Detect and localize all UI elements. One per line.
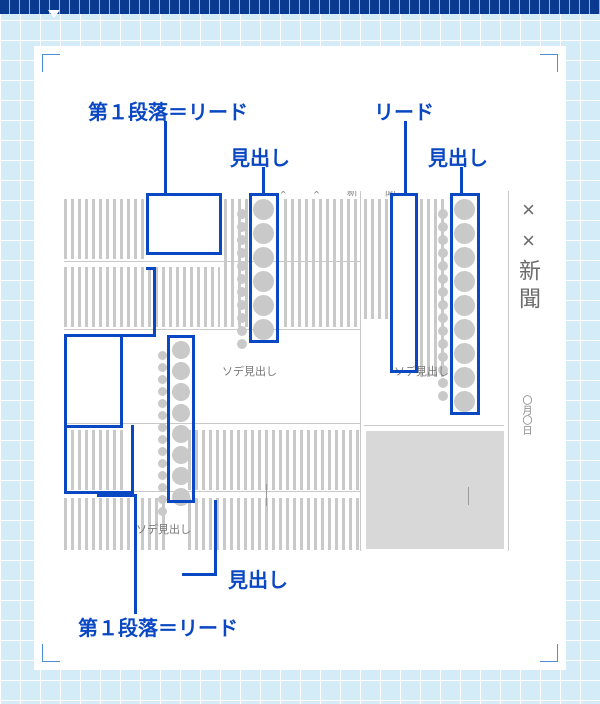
label-connector-line [460,167,463,195]
text-lines [64,267,220,327]
text-lines [364,199,390,319]
callout-polyline-segment [64,334,67,494]
text-lines [284,199,360,327]
crop-mark-tr [540,54,558,72]
sode-connector-line [266,484,267,506]
callout-box [146,193,222,255]
text-lines [188,430,360,490]
callout-box [450,193,480,415]
divider-line [64,261,360,262]
headline-glyph-column [237,209,247,349]
divider-line [364,425,504,426]
newspaper-topline: × × 新 聞 [280,191,404,199]
paper-canvas: 第１段落＝リード リード 見出し 見出し 見出し 第１段落＝リード × × 新 … [34,46,566,670]
ruler-triangle-icon [48,10,60,18]
callout-box [167,335,195,503]
image-placeholder [366,431,504,549]
label-lead1-top: 第１段落＝リード [88,96,248,125]
callout-polyline-segment [120,334,123,428]
divider-line [64,423,360,424]
callout-polyline-segment [153,267,156,337]
divider-line [64,329,360,330]
label-connector-line [134,494,137,614]
label-connector-line [182,573,216,576]
sode-midashi-label: ソデ見出し [222,363,277,379]
label-lead1-bottom: 第１段落＝リード [78,612,238,641]
ruler-bar [0,0,600,14]
crop-mark-bl [42,644,60,662]
label-midashi-b: 見出し [428,142,488,171]
callout-polyline-segment [64,425,123,428]
callout-polyline-segment [120,334,156,337]
label-connector-line [262,167,265,195]
label-connector-line [214,500,217,576]
label-connector-line [97,494,137,497]
divider-line [508,191,509,551]
text-lines [64,199,146,259]
callout-polyline-segment [64,334,122,337]
newspaper-masthead: ××新聞 [512,197,540,315]
crop-mark-tl [42,54,60,72]
sode-midashi-label: ソデ見出し [136,521,191,537]
divider-line [360,191,361,551]
text-lines [64,430,124,490]
callout-polyline-segment [146,267,156,270]
callout-polyline-segment [131,425,134,494]
callout-box [390,193,418,373]
label-midashi-a: 見出し [230,142,290,171]
label-midashi-c: 見出し [228,564,288,593]
headline-glyph-column [158,351,167,516]
callout-box [249,193,279,343]
label-connector-line [164,121,167,195]
sode-connector-line [468,487,469,505]
crop-mark-br [540,644,558,662]
newspaper-dateline: 〇月〇日 [518,395,533,435]
label-connector-line [404,121,407,195]
